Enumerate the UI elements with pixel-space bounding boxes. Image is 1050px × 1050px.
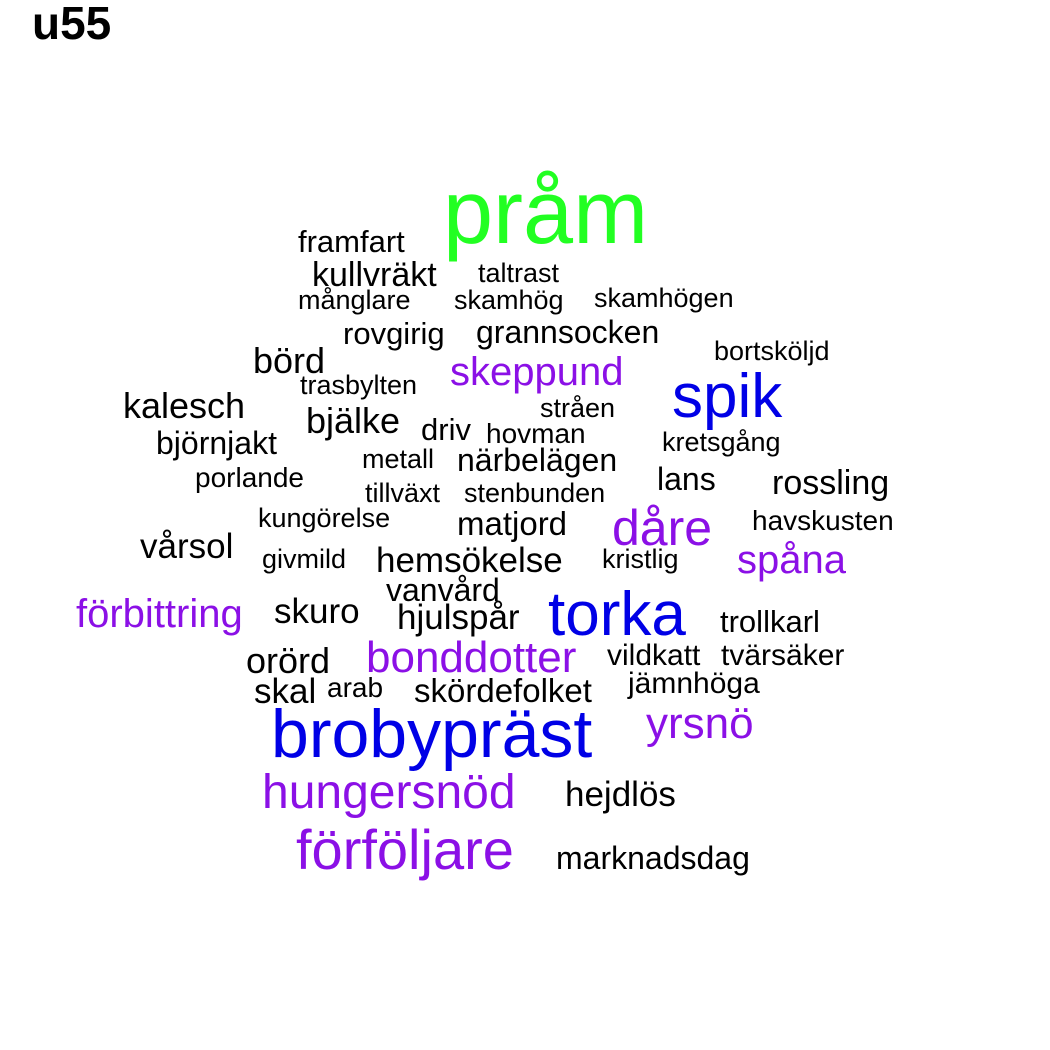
word-kullvrakt: kullvräkt — [312, 256, 437, 294]
word-hungersnod: hungersnöd — [262, 766, 516, 819]
word-skamhog: skamhög — [454, 285, 564, 315]
plot-title: u55 — [32, 0, 112, 49]
word-skeppund: skeppund — [450, 350, 624, 394]
word-varsol: vårsol — [140, 527, 234, 566]
word-marknadsdag: marknadsdag — [556, 840, 750, 876]
word-tvarsaker: tvärsäker — [721, 639, 845, 672]
word-framfart: framfart — [298, 224, 405, 259]
word-bonddotter: bonddotter — [366, 633, 577, 682]
word-hjulspar: hjulspår — [397, 598, 520, 637]
word-vildkatt: vildkatt — [607, 639, 701, 672]
word-yrsno: yrsnö — [646, 699, 754, 748]
word-spik: spik — [672, 362, 783, 431]
word-porlande: porlande — [195, 462, 304, 493]
word-jamnhoga: jämnhöga — [628, 667, 760, 700]
word-trasbylten: trasbylten — [300, 370, 418, 400]
word-brobyprast: brobypräst — [271, 696, 593, 772]
word-taltrast: taltrast — [478, 258, 560, 288]
word-kretsgang: kretsgång — [662, 427, 781, 457]
word-skamhogen: skamhögen — [594, 283, 734, 313]
word-rossling: rossling — [772, 464, 890, 502]
word-forfoljare: förföljare — [296, 818, 514, 881]
word-kungorelse: kungörelse — [258, 503, 391, 533]
word-torka: torka — [548, 580, 686, 649]
word-bord: börd — [253, 340, 326, 381]
word-grannsocken: grannsocken — [476, 314, 660, 350]
word-hovman: hovman — [486, 418, 586, 449]
word-orord: orörd — [246, 640, 331, 681]
word-tillvaxt: tillväxt — [365, 478, 441, 508]
word-rovgirig: rovgirig — [343, 316, 445, 351]
word-givmild: givmild — [262, 544, 347, 574]
word-driv: driv — [421, 412, 471, 447]
word-trollkarl: trollkarl — [720, 604, 820, 639]
word-lans: lans — [657, 461, 716, 497]
word-bjalke: bjälke — [306, 400, 401, 441]
word-skuro: skuro — [274, 592, 360, 631]
word-spana: spåna — [737, 538, 846, 582]
word-pram: pråm — [443, 163, 649, 263]
word-hemsokelse: hemsökelse — [376, 541, 563, 580]
word-forbittring: förbittring — [76, 592, 243, 636]
word-skordefolket: skördefolket — [414, 672, 592, 709]
word-arab: arab — [327, 672, 384, 703]
word-stenbunden: stenbunden — [464, 478, 606, 508]
word-bortskoljd: bortsköljd — [714, 336, 830, 366]
word-metall: metall — [362, 444, 435, 474]
word-skal: skal — [254, 672, 317, 711]
word-manglare: månglare — [298, 285, 411, 315]
word-narbelagen: närbelägen — [457, 442, 618, 478]
word-bjornjakt: björnjakt — [156, 425, 277, 461]
word-matjord: matjord — [457, 505, 568, 542]
word-vanvard: vanvård — [386, 572, 500, 608]
word-kristlig: kristlig — [602, 544, 679, 574]
word-havskusten: havskusten — [752, 505, 894, 536]
word-dare: dåre — [612, 500, 713, 556]
word-hejdlos: hejdlös — [565, 775, 676, 814]
word-kalesch: kalesch — [123, 385, 246, 426]
word-straen: stråen — [540, 393, 616, 423]
